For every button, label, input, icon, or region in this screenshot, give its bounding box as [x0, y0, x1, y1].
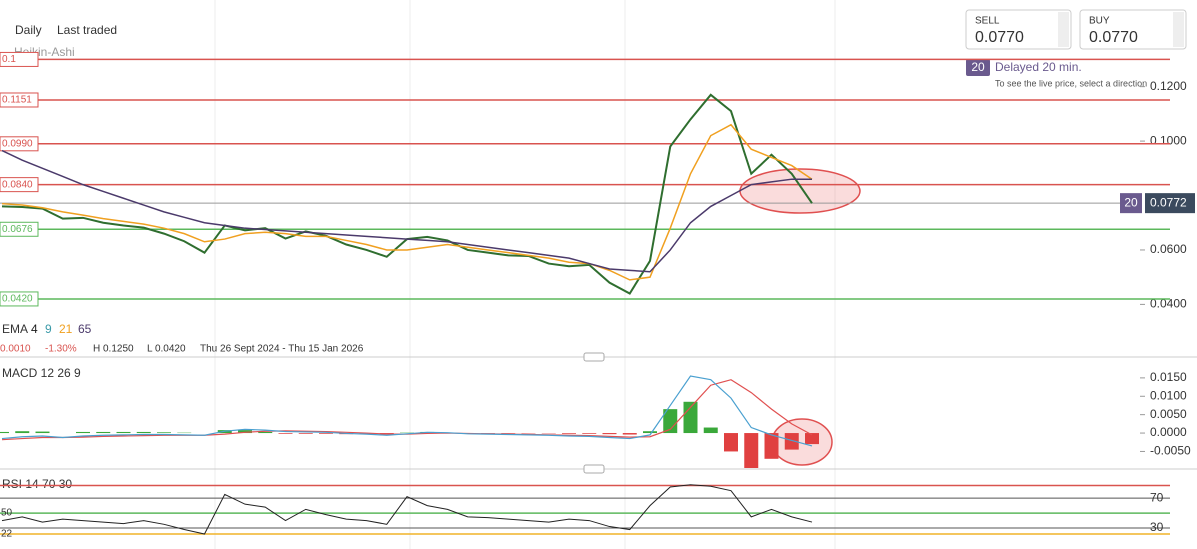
histogram-bar	[784, 433, 799, 450]
level-label: 0.0840	[2, 179, 33, 190]
ema-period: 21	[59, 322, 73, 336]
delay-text: Delayed 20 min.	[995, 60, 1082, 74]
histogram-bar	[76, 431, 90, 434]
interval[interactable]: Daily	[15, 23, 42, 37]
level-label-box	[0, 92, 39, 108]
level-label-box	[0, 221, 39, 237]
level-label-box	[0, 291, 39, 307]
buy-label: BUY	[1089, 16, 1110, 27]
histogram-bar	[0, 431, 9, 434]
y-tick-label: 0.1200	[1150, 79, 1187, 93]
y-tick-label: 70	[1150, 490, 1164, 504]
histogram-bar	[643, 431, 657, 434]
level-label-box	[0, 177, 39, 193]
resize-handle[interactable]	[583, 464, 605, 474]
change-pct: -1.30%	[45, 344, 77, 355]
rsi-level-label: 50	[1, 508, 13, 519]
vertical-grid	[214, 0, 836, 549]
level-label: 0.0676	[2, 224, 33, 235]
sell-label: SELL	[975, 16, 1000, 27]
sell-edge	[1058, 12, 1069, 47]
level-label: 0.0990	[2, 138, 33, 149]
macd-line	[1, 375, 813, 447]
level-label-box	[0, 51, 39, 67]
histogram-bar	[744, 433, 759, 468]
highlight-ellipse	[771, 418, 833, 466]
histogram-bar	[805, 433, 819, 445]
change: 0.0010	[0, 344, 31, 355]
last-price: 0.0772	[1150, 195, 1187, 209]
histogram-bar	[136, 431, 151, 434]
price-series	[1, 149, 812, 273]
price-type[interactable]: Last traded	[57, 23, 117, 37]
indicator-legend: RSI 14 70 30	[2, 477, 72, 491]
histogram-bar	[96, 431, 111, 434]
y-tick-label: 0.0050	[1150, 407, 1187, 421]
date-range: Thu 26 Sept 2024 - Thu 15 Jan 2026	[200, 344, 364, 355]
histogram-bar	[298, 433, 313, 434]
y-tick-label: 0.0100	[1150, 388, 1187, 402]
y-tick-label: 30	[1150, 520, 1164, 534]
buy-edge	[1173, 12, 1184, 47]
level-label-box	[0, 136, 39, 152]
histogram-bar	[319, 433, 333, 434]
price-series	[1, 93, 813, 295]
delay-hint: To see the live price, select a directio…	[995, 78, 1147, 88]
last-badge-box	[1120, 193, 1142, 214]
delay-badge	[966, 59, 990, 76]
buy-price: 0.0770	[1089, 29, 1138, 46]
rsi-line	[1, 484, 813, 535]
buy-button[interactable]	[1079, 9, 1187, 50]
histogram-bar	[724, 433, 738, 452]
ema-period: 4	[31, 322, 38, 336]
histogram-bar	[622, 433, 637, 435]
level-label: 0.0420	[2, 294, 33, 305]
histogram-bar	[683, 401, 698, 434]
y-tick-label: 0.0400	[1150, 297, 1187, 311]
delay-badge-text: 20	[971, 60, 985, 74]
level-label: 0.1151	[2, 95, 32, 106]
chart-layer: 0.1200 0.1000 0.0600 0.0400 0.1 0.1151 0.0990 0…	[0, 51, 1195, 540]
histogram-bar	[764, 433, 779, 459]
indicator-legend: MACD 12 26 9	[2, 366, 81, 380]
histogram-bar	[157, 432, 171, 434]
ema-period: 9	[45, 322, 52, 336]
histogram-bar	[582, 433, 597, 434]
last-price-box	[1145, 193, 1195, 214]
histogram-bar	[663, 409, 678, 434]
resize-handle[interactable]	[583, 352, 605, 362]
indicator-name: EMA	[2, 322, 28, 336]
level-label: 0.1	[2, 54, 16, 65]
histogram-bar	[258, 431, 273, 434]
high: H 0.1250	[93, 344, 134, 355]
low: L 0.0420	[147, 344, 186, 355]
histogram-bar	[278, 433, 293, 434]
y-tick-label: 0.0600	[1150, 242, 1187, 256]
y-tick-label: 0.0000	[1150, 425, 1187, 439]
rsi-level-label: 22	[1, 529, 13, 540]
histogram-bar	[116, 431, 131, 434]
sell-button[interactable]	[965, 9, 1072, 50]
histogram-bar	[562, 433, 576, 434]
ema-period: 65	[78, 322, 92, 336]
histogram-bar	[602, 433, 617, 435]
last-badge: 20	[1124, 195, 1138, 209]
sell-price: 0.0770	[975, 29, 1024, 46]
y-tick-label: 0.0150	[1150, 370, 1187, 384]
histogram-bar	[703, 427, 718, 434]
histogram-bar	[15, 431, 30, 434]
highlight-ellipse	[739, 168, 861, 214]
y-tick-label: -0.0050	[1150, 444, 1191, 458]
y-tick-label: 0.1000	[1150, 133, 1187, 147]
histogram-bar	[35, 431, 50, 434]
price-series	[1, 123, 813, 281]
histogram-bar	[238, 430, 252, 434]
